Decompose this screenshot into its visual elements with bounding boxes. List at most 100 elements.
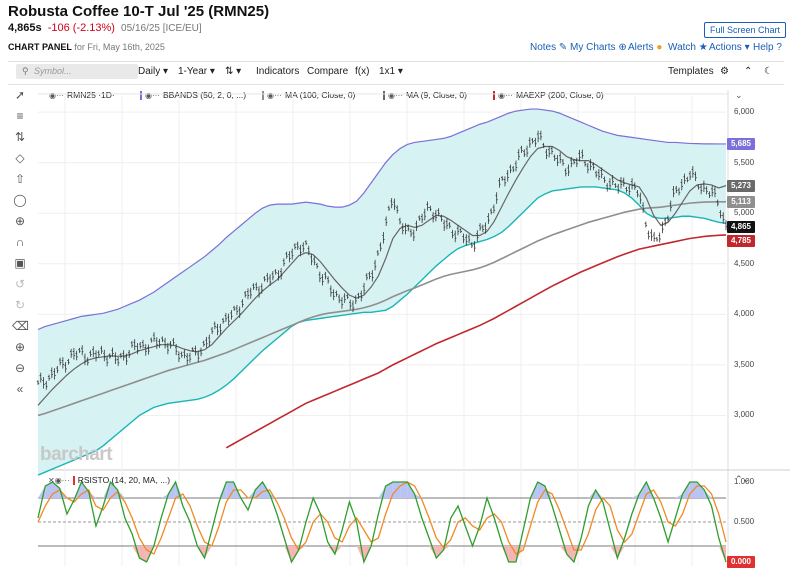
rsi-overbought-fill xyxy=(704,490,712,498)
range-label: 1-Year xyxy=(178,66,208,77)
annotation-tool-icon[interactable]: ⇧ xyxy=(14,172,26,186)
rsisto-swatch xyxy=(72,476,75,486)
eye-icon[interactable]: ◉··· xyxy=(498,91,513,100)
legend-ma9-label: MA (9, Close, 0) xyxy=(405,90,467,100)
eye-icon[interactable]: ✕◉··· xyxy=(48,476,70,485)
bbands-upper-line xyxy=(37,108,726,331)
rsi-oversold-fill xyxy=(566,546,574,562)
my-charts-link[interactable]: My Charts ⊕ xyxy=(570,42,627,53)
legend-symbol[interactable]: ◉··· RMN25 ·1D· xyxy=(49,90,115,100)
rsi-value-badge: 0.000 xyxy=(727,556,755,568)
range-select[interactable]: 1-Year ▾ xyxy=(178,66,215,77)
fx-button[interactable]: f(x) xyxy=(355,66,370,77)
crosshair-tool-icon[interactable]: ⊕ xyxy=(14,214,26,228)
watch-link[interactable]: Watch ★ xyxy=(668,42,708,53)
price-line: 4,865s -106 (-2.13%) 05/16/25 [ICE/EU] xyxy=(8,22,202,34)
legend-maexp[interactable]: ◉··· MAEXP (200, Close, 0) xyxy=(493,90,604,101)
theme-toggle-icon[interactable]: ☾ xyxy=(764,66,773,77)
legend-symbol-label: RMN25 ·1D· xyxy=(66,90,115,100)
watch-label: Watch xyxy=(668,42,696,53)
fibonacci-tool-icon[interactable]: ≡ xyxy=(16,109,24,123)
rsi-overbought-fill xyxy=(161,494,169,498)
star-icon: ★ xyxy=(698,42,708,53)
eye-icon[interactable]: ◉··· xyxy=(267,91,282,100)
rsi-axis-tick: 1.000 xyxy=(734,477,755,486)
plus-circle-icon: ⊕ xyxy=(618,42,627,53)
rsi-oversold-fill xyxy=(617,546,625,558)
shape-tool-icon[interactable]: ◇ xyxy=(15,151,25,165)
rsi-axis-tick: 0.500 xyxy=(734,517,755,526)
period-select[interactable]: Daily ▾ xyxy=(138,66,169,77)
chart-type-select[interactable]: ⇅ ▾ xyxy=(225,66,242,77)
notes-label: Notes xyxy=(530,42,557,53)
gear-icon[interactable]: ⚙ xyxy=(720,66,729,77)
eye-icon[interactable]: ◉··· xyxy=(49,91,64,100)
panel-date: for Fri, May 16th, 2025 xyxy=(74,42,165,52)
layout-label: 1x1 xyxy=(379,66,396,77)
rsi-oversold-fill xyxy=(139,546,147,562)
zoom-in-icon[interactable]: ⊕ xyxy=(14,340,26,354)
help-icon: ? xyxy=(776,42,782,53)
symbol-search-input[interactable]: Symbol... xyxy=(16,64,138,79)
undo-icon[interactable]: ↺ xyxy=(14,277,26,291)
my-charts-label: My Charts xyxy=(570,42,616,53)
ma-9-line xyxy=(37,145,727,406)
zoom-out-icon[interactable]: ⊖ xyxy=(14,361,26,375)
compare-button[interactable]: Compare xyxy=(307,66,349,77)
trendline-tool-icon[interactable]: ➚ xyxy=(14,88,26,102)
last-price: 4,865s xyxy=(8,22,42,34)
rsisto-fast-line xyxy=(37,480,727,565)
trash-icon[interactable]: ⌫ xyxy=(12,319,29,333)
ma9-swatch xyxy=(383,91,385,101)
legend-bbands[interactable]: ◉··· BBANDS (50, 2, 0, ...) xyxy=(140,90,247,101)
eye-icon[interactable]: ◉··· xyxy=(388,91,403,100)
redo-icon[interactable]: ↻ xyxy=(14,298,26,312)
collapse-icon[interactable]: ⌃ xyxy=(744,66,753,77)
lock-icon[interactable]: ▣ xyxy=(14,256,26,270)
indicators-button[interactable]: Indicators xyxy=(256,66,300,77)
rsi-overbought-fill xyxy=(631,494,640,498)
rsi-overbought-fill xyxy=(52,482,60,498)
templates-button[interactable]: Templates xyxy=(668,66,714,77)
ma-100-line xyxy=(37,200,726,417)
measure-tool-icon[interactable]: ◯ xyxy=(13,193,27,207)
quote-date: 05/16/25 [ICE/EU] xyxy=(121,23,202,34)
maexp-swatch xyxy=(493,91,495,101)
actions-menu[interactable]: Actions ▾ xyxy=(709,42,750,53)
bar-chart-icon: ⇅ xyxy=(225,66,234,77)
eye-icon[interactable]: ◉··· xyxy=(145,91,160,100)
ma100-swatch xyxy=(262,91,264,101)
price-axis-tick: 5,500 xyxy=(734,157,755,167)
price-axis-tick: 3,500 xyxy=(734,359,755,369)
rsi-oversold-fill xyxy=(298,546,306,550)
magnet-icon[interactable]: ∩ xyxy=(15,235,25,249)
price-value-badge: 5,685 xyxy=(727,137,755,150)
help-link[interactable]: Help ? xyxy=(753,42,782,53)
notes-link[interactable]: Notes ✎ xyxy=(530,42,567,53)
rsi-overbought-fill xyxy=(81,482,89,498)
legend-bbands-label: BBANDS (50, 2, 0, ...) xyxy=(162,90,247,100)
chart-toolbar: Symbol... ⚲ Daily ▾ 1-Year ▾ ⇅ ▾ Indicat… xyxy=(8,61,784,85)
full-screen-chart-button[interactable]: Full Screen Chart xyxy=(704,22,786,38)
layout-select[interactable]: 1x1 ▾ xyxy=(379,66,403,77)
legend-collapse-icon[interactable]: ⌄ xyxy=(735,90,743,100)
collapse-toolbar-icon[interactable]: « xyxy=(16,382,24,396)
bbands-lower-line xyxy=(37,186,727,476)
price-axis-tick: 4,000 xyxy=(734,309,755,319)
panel-title: CHART PANEL xyxy=(8,42,72,52)
pattern-tool-icon[interactable]: ⇅ xyxy=(14,130,26,144)
legend-ma9[interactable]: ◉··· MA (9, Close, 0) xyxy=(383,90,467,101)
legend-rsisto[interactable]: ✕◉··· RSISTO (14, 20, MA, ...) xyxy=(48,475,170,486)
rsi-oversold-fill xyxy=(436,546,444,558)
alert-icon: ● xyxy=(656,42,663,53)
search-icon: ⚲ xyxy=(22,66,29,76)
rsi-collapse-icon[interactable]: ⌃⌄ xyxy=(735,474,751,484)
legend-ma100-label: MA (100, Close, 0) xyxy=(284,90,356,100)
legend-maexp-label: MAEXP (200, Close, 0) xyxy=(515,90,604,100)
alerts-link[interactable]: Alerts ● xyxy=(628,42,662,53)
price-value-badge: 5,113 xyxy=(727,195,755,208)
legend-ma100[interactable]: ◉··· MA (100, Close, 0) xyxy=(262,90,356,101)
price-value-badge: 4,865 xyxy=(727,220,755,233)
rsi-overbought-fill xyxy=(45,482,53,498)
